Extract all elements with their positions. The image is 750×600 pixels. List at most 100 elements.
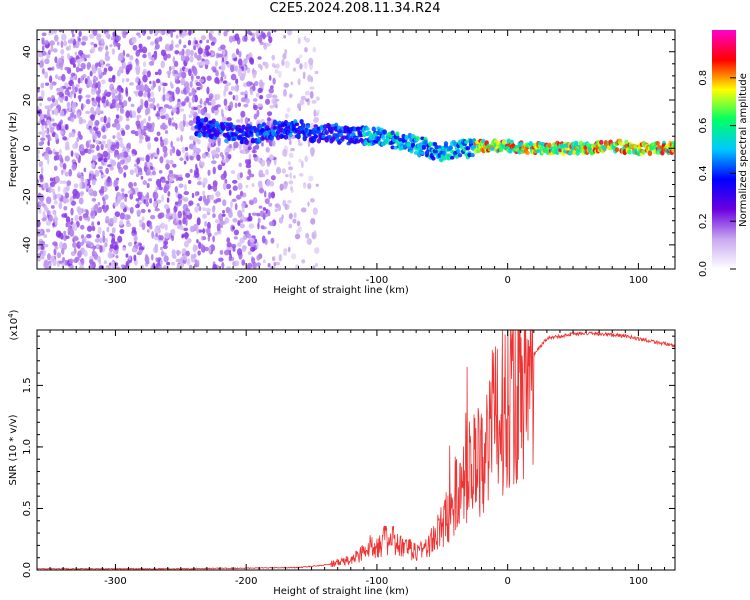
noise-speckle <box>173 220 177 225</box>
noise-speckle <box>122 62 126 68</box>
ridge-point <box>627 149 632 155</box>
noise-speckle <box>171 252 176 259</box>
noise-speckle <box>268 154 274 161</box>
noise-speckle <box>78 37 81 42</box>
noise-speckle <box>246 175 251 181</box>
noise-speckle <box>78 265 83 269</box>
noise-speckle <box>82 74 87 79</box>
noise-speckle <box>105 215 110 222</box>
ridge-point <box>547 142 552 149</box>
noise-speckle <box>181 146 186 154</box>
noise-speckle <box>175 86 181 95</box>
noise-speckle <box>181 101 186 107</box>
noise-speckle <box>279 183 284 191</box>
noise-speckle <box>251 212 258 216</box>
noise-speckle <box>70 73 74 78</box>
noise-speckle <box>156 37 161 43</box>
noise-speckle <box>179 108 185 112</box>
noise-speckle <box>232 185 238 191</box>
noise-speckle <box>61 169 64 176</box>
noise-speckle <box>168 94 173 103</box>
noise-speckle <box>154 207 160 212</box>
ridge-point <box>404 136 409 141</box>
noise-speckle <box>68 132 72 138</box>
noise-speckle <box>248 223 255 229</box>
noise-speckle <box>282 52 287 60</box>
noise-speckle <box>196 259 200 268</box>
noise-speckle <box>102 125 106 133</box>
noise-speckle <box>115 122 121 131</box>
noise-speckle <box>104 194 109 200</box>
noise-speckle <box>241 223 244 228</box>
noise-speckle <box>252 71 257 79</box>
noise-speckle <box>131 229 136 234</box>
noise-speckle <box>281 59 285 66</box>
noise-speckle <box>181 80 187 84</box>
y-axis-label: Frequency (Hz) <box>8 112 19 188</box>
noise-speckle <box>105 167 110 175</box>
noise-speckle <box>291 253 297 260</box>
noise-speckle <box>142 74 148 83</box>
noise-speckle <box>131 247 137 252</box>
noise-speckle <box>44 39 49 45</box>
noise-speckle <box>75 66 80 73</box>
noise-speckle <box>43 234 48 238</box>
y-tick-label: 1.5 <box>22 377 33 393</box>
noise-speckle <box>139 264 145 269</box>
noise-speckle <box>64 145 70 151</box>
noise-speckle <box>71 111 74 118</box>
noise-speckle <box>173 70 178 75</box>
noise-speckle <box>119 108 125 115</box>
noise-speckle <box>245 265 250 269</box>
noise-speckle <box>257 222 260 230</box>
noise-speckle <box>92 30 98 36</box>
noise-speckle <box>74 256 80 262</box>
noise-speckle <box>249 200 254 206</box>
noise-speckle <box>129 54 134 61</box>
noise-speckle <box>154 244 158 253</box>
noise-speckle <box>54 200 58 205</box>
noise-speckle <box>45 134 49 138</box>
noise-speckle <box>67 89 70 97</box>
noise-speckle <box>170 30 174 38</box>
noise-speckle <box>208 34 214 41</box>
noise-speckle <box>214 153 220 159</box>
noise-speckle <box>109 43 113 48</box>
noise-speckle <box>190 253 194 260</box>
noise-speckle <box>118 101 123 106</box>
noise-speckle <box>146 70 151 78</box>
noise-speckle <box>137 171 143 176</box>
noise-speckle <box>78 147 84 152</box>
noise-speckle <box>72 242 78 249</box>
noise-speckle <box>119 220 124 226</box>
noise-speckle <box>204 220 208 227</box>
noise-speckle <box>162 122 166 131</box>
noise-speckle <box>219 249 224 256</box>
noise-speckle <box>69 197 73 203</box>
noise-speckle <box>312 46 317 53</box>
noise-speckle <box>236 119 241 123</box>
noise-speckle <box>162 244 168 250</box>
colorbar-tick-label: 0.4 <box>698 165 709 181</box>
ridge-point <box>249 133 254 137</box>
noise-speckle <box>207 221 211 230</box>
noise-speckle <box>260 225 265 230</box>
noise-speckle <box>193 253 197 259</box>
noise-speckle <box>171 65 176 70</box>
noise-speckle <box>297 142 303 147</box>
noise-speckle <box>235 48 240 55</box>
noise-speckle <box>80 62 86 69</box>
noise-speckle <box>237 58 243 66</box>
noise-speckle <box>172 163 177 168</box>
noise-speckle <box>231 243 237 249</box>
noise-speckle <box>250 37 256 42</box>
noise-speckle <box>154 43 160 50</box>
x-tick-label: 0 <box>504 576 510 587</box>
noise-speckle <box>265 43 271 47</box>
ridge-point <box>376 136 381 142</box>
noise-speckle <box>122 151 129 158</box>
noise-speckle <box>228 189 232 196</box>
noise-speckle <box>235 78 239 85</box>
noise-speckle <box>108 77 113 83</box>
